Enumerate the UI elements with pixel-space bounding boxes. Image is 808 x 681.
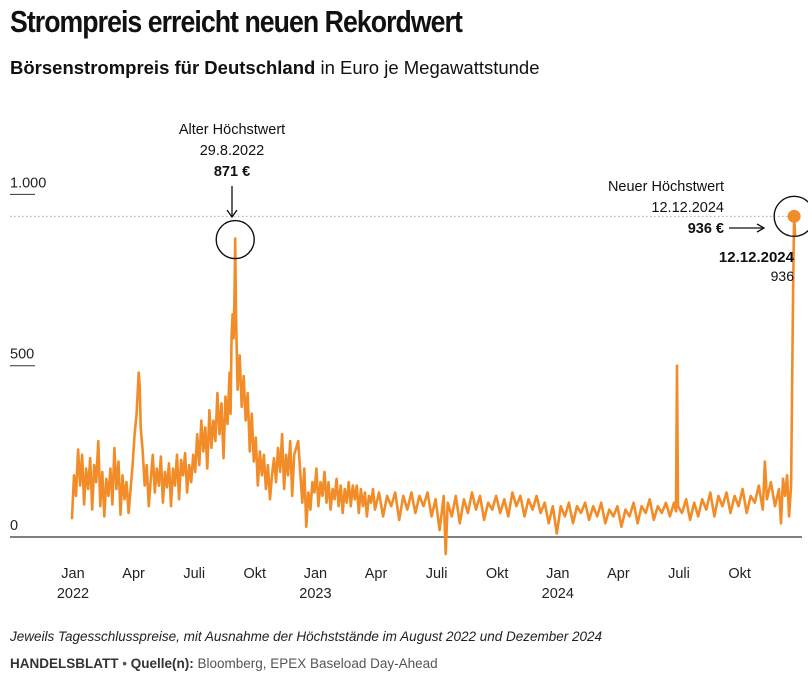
x-tick-label: Juli <box>183 566 205 582</box>
publisher: HANDELSBLATT <box>10 656 119 671</box>
new-record-label: Neuer Höchstwert <box>608 179 724 195</box>
x-tick-label: Apr <box>607 566 630 582</box>
new-record-date: 12.12.2024 <box>651 200 724 216</box>
x-axis: Jan 2022 Apr Juli Okt Jan 2023 Apr Juli Okt Jan 202… <box>57 566 751 602</box>
y-tick-label: 0 <box>10 518 18 534</box>
old-record-label: Alter Höchstwert <box>179 122 285 138</box>
old-record-arrowhead <box>226 209 238 219</box>
x-tick-label: Jan <box>61 566 84 582</box>
x-tick-label: Apr <box>122 566 145 582</box>
x-tick-label: Jan <box>304 566 327 582</box>
source-separator: • <box>118 656 131 671</box>
x-tick-label: Juli <box>668 566 690 582</box>
y-tick-label: 500 <box>10 347 34 363</box>
annotation-old-record: Alter Höchstwert 29.8.2022 871 € <box>179 122 285 260</box>
subtitle-unit: in Euro je Megawattstunde <box>315 57 540 78</box>
source-label: Quelle(n): <box>130 656 194 671</box>
new-record-highlight-circle <box>773 195 808 238</box>
new-record-arrowhead <box>756 223 766 233</box>
chart-subtitle: Börsenstrompreis für Deutschland in Euro… <box>10 57 540 79</box>
new-record-dot <box>787 209 801 223</box>
x-tick-label: Apr <box>365 566 388 582</box>
x-tick-year: 2024 <box>542 586 574 602</box>
price-line-chart: 0 500 1.000 Jan 2022 Apr Juli Okt Jan 2023 Apr Jul… <box>10 122 808 602</box>
x-tick-label: Juli <box>426 566 448 582</box>
y-tick-label: 1.000 <box>10 175 46 191</box>
price-series-line <box>70 215 797 556</box>
chart-title: Strompreis erreicht neuen Rekordwert <box>10 4 463 39</box>
tooltip-date: 12.12.2024 <box>719 249 795 266</box>
tooltip-value: 936 <box>771 268 795 284</box>
annotation-new-record: Neuer Höchstwert 12.12.2024 936 € 12.12.… <box>608 179 808 284</box>
x-tick-label: Okt <box>244 566 267 582</box>
x-tick-label: Jan <box>546 566 569 582</box>
old-record-highlight-circle <box>215 219 255 260</box>
x-tick-label: Okt <box>486 566 509 582</box>
old-record-date: 29.8.2022 <box>200 143 265 159</box>
subtitle-bold: Börsenstrompreis für Deutschland <box>10 57 316 78</box>
old-record-value: 871 € <box>214 164 250 180</box>
y-axis: 0 500 1.000 <box>10 175 46 534</box>
x-tick-label: Okt <box>728 566 751 582</box>
x-tick-year: 2023 <box>299 586 331 602</box>
source-text: Bloomberg, EPEX Baseload Day-Ahead <box>193 656 438 671</box>
source-line: HANDELSBLATT • Quelle(n): Bloomberg, EPE… <box>10 656 438 671</box>
footnote: Jeweils Tagesschlusspreise, mit Ausnahme… <box>10 629 603 644</box>
new-record-value: 936 € <box>688 221 724 237</box>
x-tick-year: 2022 <box>57 586 89 602</box>
